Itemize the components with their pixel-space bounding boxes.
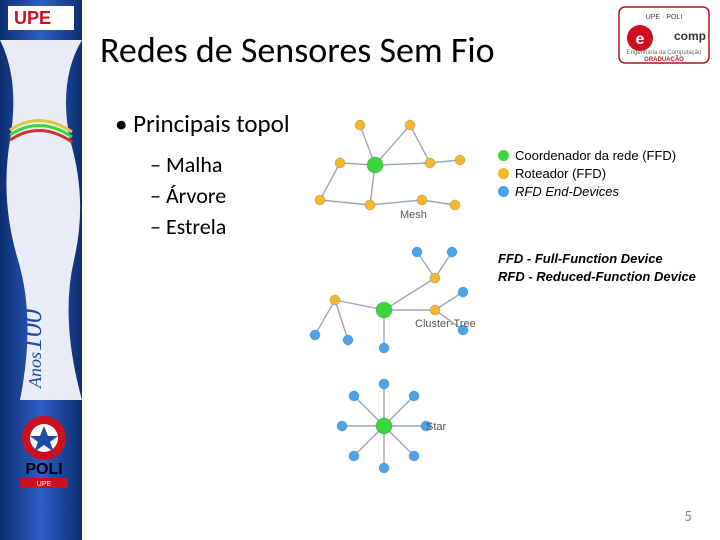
sub-bullet-list: Malha Árvore Estrela	[150, 150, 226, 242]
svg-text:Cluster-Tree: Cluster-Tree	[415, 318, 476, 330]
legend-swatch	[498, 150, 509, 161]
svg-text:GRADUAÇÃO: GRADUAÇÃO	[644, 56, 684, 63]
svg-text:Star: Star	[426, 421, 447, 433]
main-bullet: Principais topol	[115, 108, 290, 139]
svg-text:UPE · POLI: UPE · POLI	[646, 14, 683, 21]
legend-label: RFD End-Devices	[515, 184, 619, 199]
poli-logo: POLI UPE	[14, 412, 74, 494]
legend-label: Coordenador da rede (FFD)	[515, 148, 676, 163]
abbreviations: FFD - Full-Function Device RFD - Reduced…	[498, 250, 696, 286]
svg-text:comp: comp	[674, 29, 706, 43]
svg-text:e: e	[636, 31, 645, 48]
legend-label: Roteador (FFD)	[515, 166, 606, 181]
legend-item: RFD End-Devices	[498, 184, 676, 199]
legend-swatch	[498, 186, 509, 197]
slide-title: Redes de Sensores Sem Fio	[100, 28, 495, 72]
svg-text:UPE: UPE	[14, 8, 51, 28]
sub-bullet: Árvore	[150, 181, 226, 212]
svg-text:Anos: Anos	[25, 352, 45, 389]
page-number: 5	[684, 508, 692, 526]
sub-bullet: Estrela	[150, 212, 226, 243]
legend: Coordenador da rede (FFD) Roteador (FFD)…	[498, 148, 676, 202]
svg-text:Engenharia da Computação: Engenharia da Computação	[627, 50, 702, 56]
abbr-line: RFD - Reduced-Function Device	[498, 268, 696, 286]
svg-text:Mesh: Mesh	[400, 209, 427, 221]
ecomp-logo: UPE · POLI e comp Engenharia da Computaç…	[618, 6, 710, 64]
legend-item: Roteador (FFD)	[498, 166, 676, 181]
svg-text:POLI: POLI	[25, 461, 62, 478]
legend-item: Coordenador da rede (FFD)	[498, 148, 676, 163]
svg-text:UPE: UPE	[37, 481, 52, 488]
legend-swatch	[498, 168, 509, 179]
sub-bullet: Malha	[150, 150, 226, 181]
abbr-line: FFD - Full-Function Device	[498, 250, 696, 268]
svg-text:100: 100	[17, 309, 48, 351]
